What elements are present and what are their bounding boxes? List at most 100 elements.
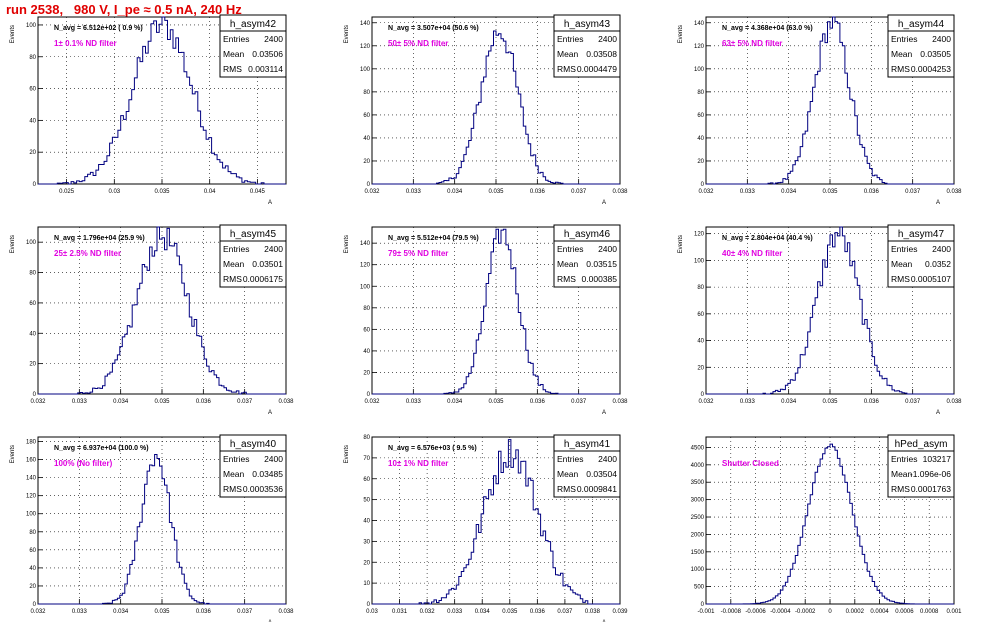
y-tick-label: 0 bbox=[367, 602, 371, 608]
y-tick-label: 1000 bbox=[691, 567, 705, 573]
stats-value-rms: 0.0005107 bbox=[911, 274, 951, 284]
x-tick-label: 0.033 bbox=[447, 609, 463, 615]
y-axis-title: Events bbox=[678, 25, 684, 43]
histogram-h_asym40: 0.032 0.033 0.034 0.035 0.036 0.037 0.038 0 20 40… bbox=[10, 434, 294, 622]
stats-value-rms: 0.0009841 bbox=[577, 484, 617, 494]
x-tick-label: 0.032 bbox=[698, 189, 714, 195]
x-tick-label: 0.038 bbox=[946, 399, 962, 405]
y-tick-label: 100 bbox=[694, 258, 705, 264]
x-tick-label: 0.038 bbox=[278, 609, 294, 615]
filter-annotation: 40± 4% ND filter bbox=[722, 249, 782, 258]
stats-box: h_asym44 Entries 2400 Mean 0.03505 RMS 0.00042… bbox=[887, 14, 955, 78]
y-tick-label: 100 bbox=[360, 67, 371, 73]
x-tick-label: 0.0002 bbox=[846, 609, 865, 615]
x-tick-label: 0.034 bbox=[781, 399, 797, 405]
y-tick-label: 4500 bbox=[691, 445, 705, 451]
y-tick-label: 60 bbox=[697, 113, 704, 119]
x-tick-label: 0.035 bbox=[154, 189, 170, 195]
x-tick-label: 0.035 bbox=[488, 189, 504, 195]
navg-label: N_avg = 1.796e+04 (25.9 %) bbox=[54, 235, 145, 242]
y-axis-title: Events bbox=[10, 25, 16, 43]
stats-label-mean: Mean bbox=[891, 259, 913, 269]
stats-label-rms: RMS bbox=[891, 484, 910, 494]
y-tick-label: 80 bbox=[363, 435, 370, 441]
navg-label: N_avg = 2.804e+04 (40.4 %) bbox=[722, 235, 813, 242]
x-tick-label: -0.0008 bbox=[721, 609, 742, 615]
x-axis-title: A bbox=[602, 200, 606, 206]
y-axis-title: Events bbox=[10, 235, 16, 253]
stats-value-entries: 103217 bbox=[923, 454, 952, 464]
histogram-h_asym44: 0.032 0.033 0.034 0.035 0.036 0.037 0.038 0 20 40… bbox=[678, 14, 962, 206]
x-axis-title: A bbox=[602, 620, 606, 622]
y-tick-label: 20 bbox=[697, 365, 704, 371]
x-tick-label: 0.038 bbox=[946, 189, 962, 195]
stats-value-entries: 2400 bbox=[598, 454, 617, 464]
y-tick-label: 80 bbox=[29, 530, 36, 536]
stats-value-entries: 2400 bbox=[598, 34, 617, 44]
y-tick-label: 100 bbox=[360, 284, 371, 290]
y-tick-label: 100 bbox=[26, 512, 37, 518]
x-tick-label: 0.034 bbox=[113, 609, 129, 615]
histogram-line bbox=[706, 443, 954, 605]
stats-box-title: h_asym43 bbox=[564, 19, 611, 30]
x-tick-label: 0.031 bbox=[392, 609, 408, 615]
stats-value-entries: 2400 bbox=[264, 454, 283, 464]
y-tick-label: 0 bbox=[701, 602, 705, 608]
x-tick-label: 0.03 bbox=[108, 189, 120, 195]
histogram-line bbox=[372, 30, 620, 185]
x-tick-label: 0.035 bbox=[154, 609, 170, 615]
y-tick-label: 3500 bbox=[691, 480, 705, 486]
x-tick-label: 0 bbox=[828, 609, 832, 615]
y-tick-label: 100 bbox=[26, 240, 37, 246]
x-tick-label: 0.03 bbox=[366, 609, 378, 615]
stats-label-entries: Entries bbox=[891, 454, 917, 464]
histogram-h_asym42: 0.025 0.03 0.035 0.04 0.045 0 20 40 60 80 100 Event… bbox=[10, 14, 287, 206]
navg-label: N_avg = 6.576e+03 ( 9.5 %) bbox=[388, 445, 477, 452]
stats-box-title: h_asym42 bbox=[230, 19, 277, 30]
navg-label: N_avg = 4.368e+04 (63.0 %) bbox=[722, 25, 813, 32]
x-tick-label: 0.038 bbox=[612, 399, 628, 405]
y-tick-label: 60 bbox=[697, 312, 704, 318]
stats-box: h_asym40 Entries 2400 Mean 0.03485 RMS 0.00035… bbox=[219, 434, 287, 498]
x-axis-title: A bbox=[268, 200, 272, 206]
x-tick-label: 0.033 bbox=[740, 189, 756, 195]
y-tick-label: 40 bbox=[697, 136, 704, 142]
stats-box-frame bbox=[887, 224, 955, 288]
y-tick-label: 40 bbox=[29, 331, 36, 337]
stats-value-entries: 2400 bbox=[932, 244, 951, 254]
y-tick-label: 0 bbox=[33, 602, 37, 608]
stats-label-entries: Entries bbox=[223, 34, 249, 44]
x-tick-label: 0.037 bbox=[571, 189, 587, 195]
filter-annotation: 25± 2.5% ND filter bbox=[54, 249, 121, 258]
histogram-hPed_asym: -0.001 -0.0008 -0.0006 -0.0004 -0.0002 0 0.000… bbox=[691, 434, 962, 615]
stats-value-rms: 0.0003536 bbox=[243, 484, 283, 494]
y-tick-label: 120 bbox=[360, 44, 371, 50]
filter-annotation: 1± 0.1% ND filter bbox=[54, 39, 117, 48]
stats-value-rms: 0.0001763 bbox=[911, 484, 951, 494]
x-tick-label: 0.036 bbox=[196, 609, 212, 615]
y-tick-label: 0 bbox=[367, 392, 371, 398]
y-tick-label: 80 bbox=[363, 90, 370, 96]
stats-box: h_asym45 Entries 2400 Mean 0.03501 RMS 0.00061… bbox=[219, 224, 287, 288]
y-tick-label: 140 bbox=[360, 21, 371, 27]
x-tick-label: 0.0006 bbox=[895, 609, 914, 615]
x-tick-label: 0.036 bbox=[530, 609, 546, 615]
navg-label: N_avg = 5.512e+04 (79.5 %) bbox=[388, 235, 479, 242]
stats-label-rms: RMS bbox=[223, 274, 242, 284]
y-tick-label: 500 bbox=[694, 585, 705, 591]
x-tick-label: 0.033 bbox=[406, 189, 422, 195]
y-tick-label: 40 bbox=[363, 136, 370, 142]
y-tick-label: 80 bbox=[29, 271, 36, 277]
x-tick-label: 0.001 bbox=[946, 609, 962, 615]
x-axis-title: A bbox=[268, 620, 272, 622]
y-tick-label: 0 bbox=[701, 182, 705, 188]
y-tick-label: 160 bbox=[26, 458, 37, 464]
x-axis-title: A bbox=[268, 410, 272, 416]
x-tick-label: 0.034 bbox=[447, 189, 463, 195]
x-tick-label: 0.032 bbox=[364, 399, 380, 405]
x-tick-label: 0.037 bbox=[905, 189, 921, 195]
y-tick-label: 60 bbox=[363, 477, 370, 483]
stats-label-rms: RMS bbox=[557, 274, 576, 284]
stats-box: h_asym46 Entries 2400 Mean 0.03515 RMS 0.00038… bbox=[553, 224, 621, 288]
x-tick-label: 0.033 bbox=[406, 399, 422, 405]
